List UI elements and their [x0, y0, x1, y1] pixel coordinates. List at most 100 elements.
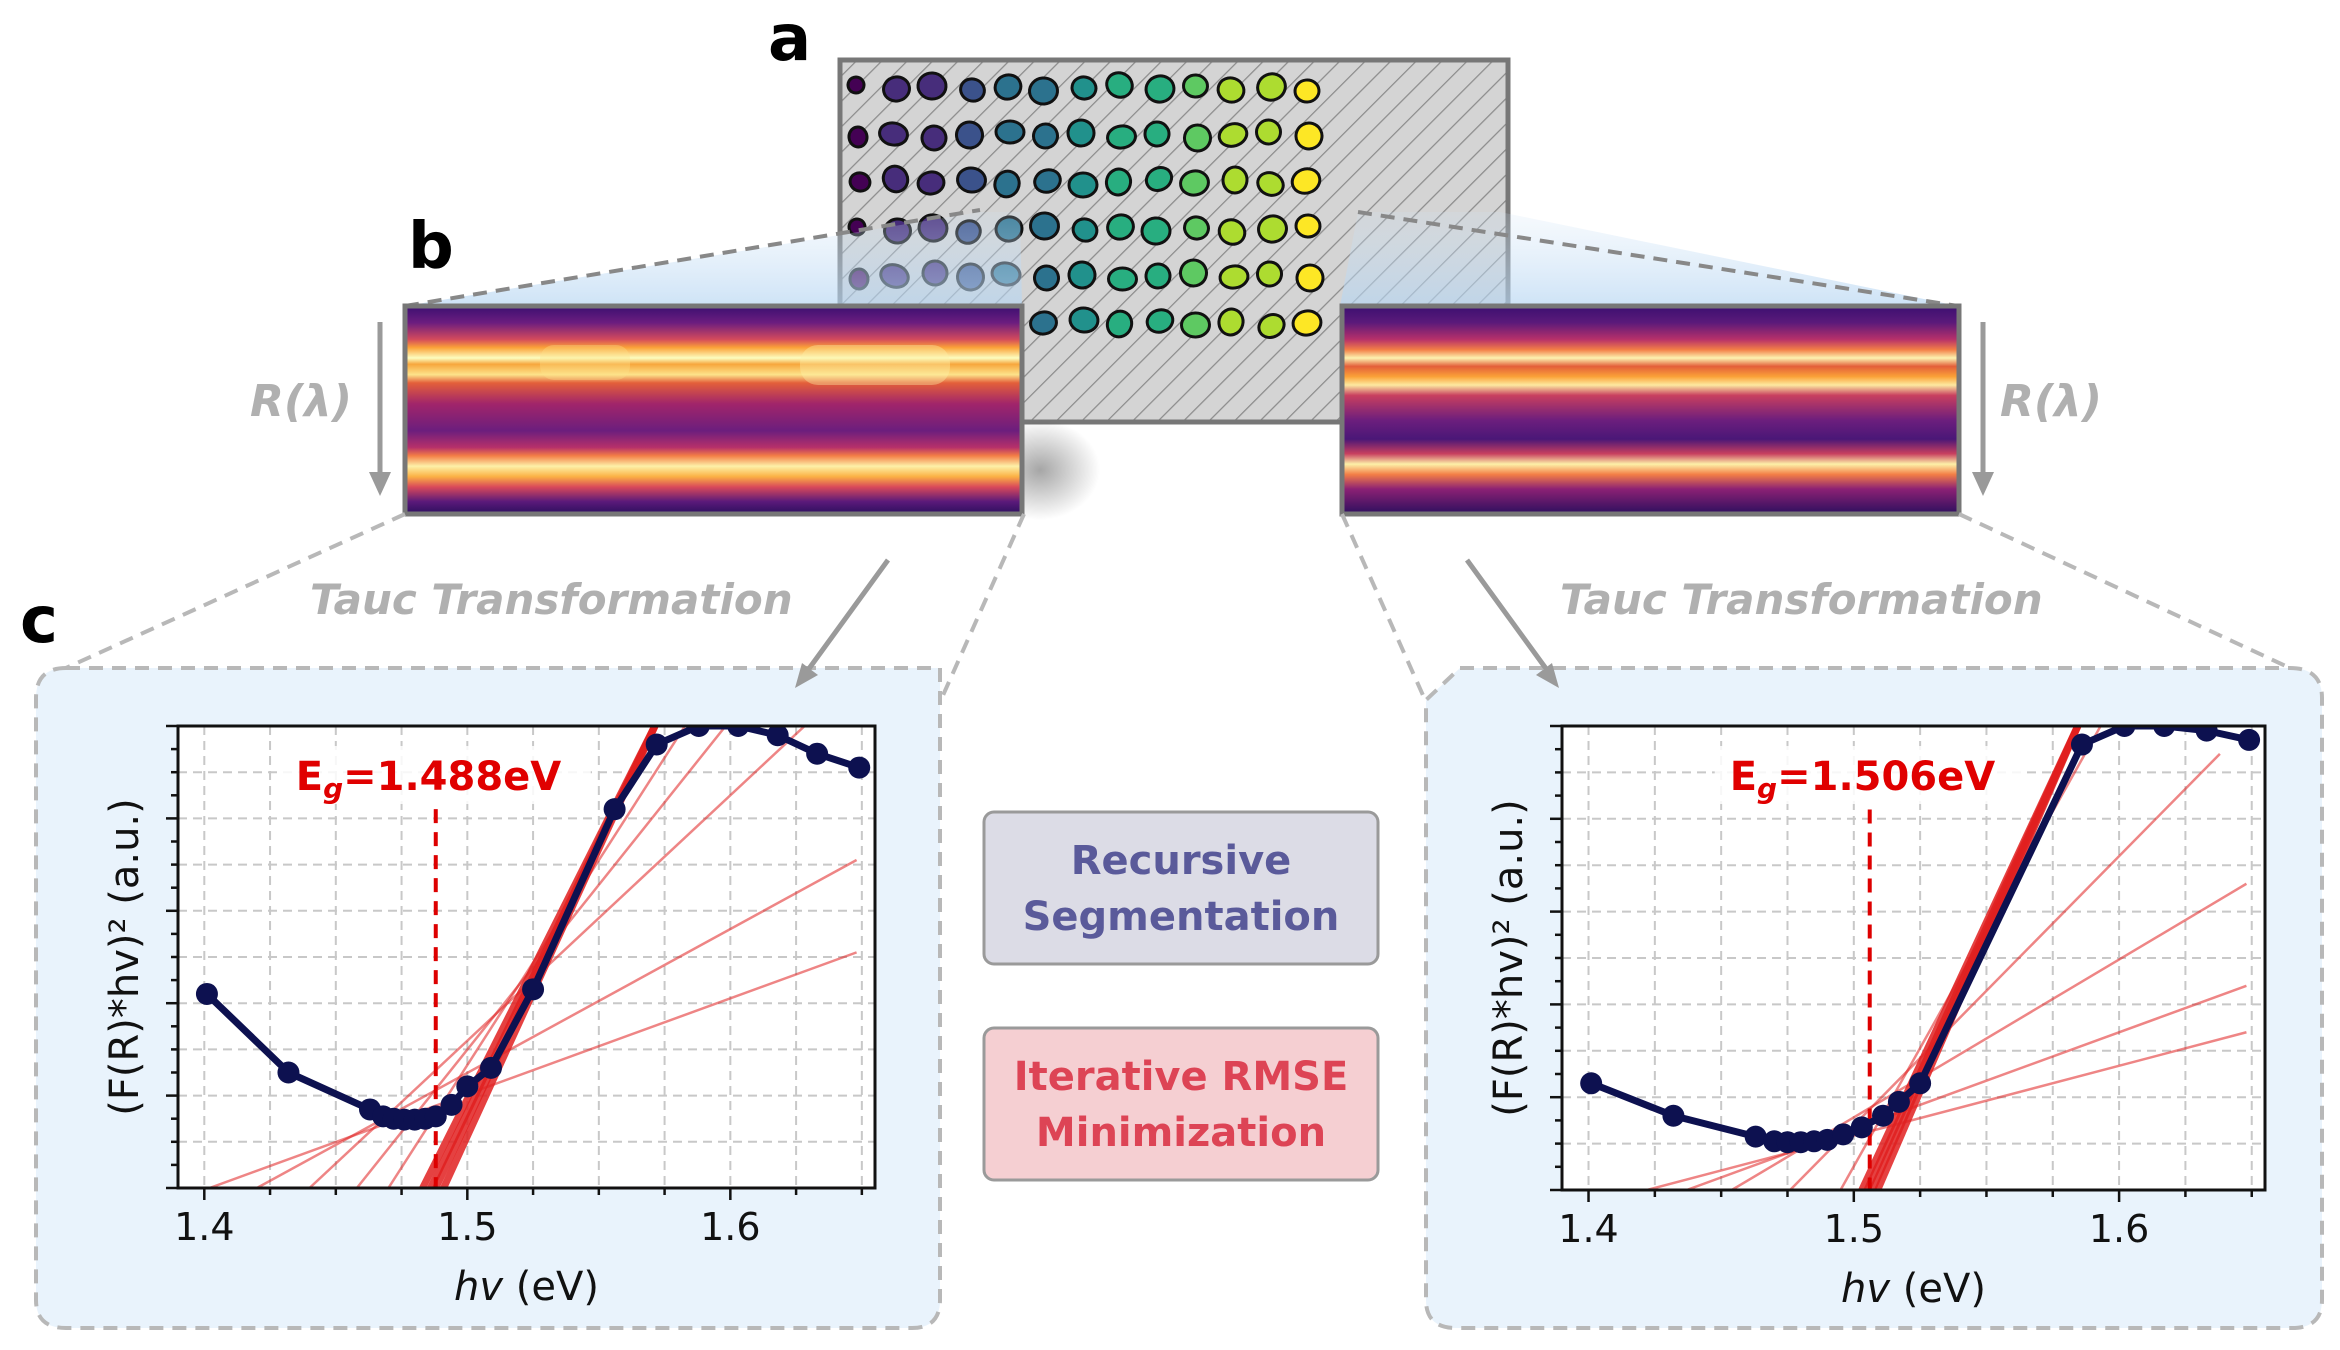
data-point — [2153, 726, 2176, 737]
droplet — [1293, 78, 1321, 104]
data-point — [2195, 726, 2218, 742]
droplet — [955, 120, 984, 150]
droplet — [1144, 166, 1174, 192]
spectral-image-right — [1339, 303, 1962, 517]
data-point — [195, 982, 218, 1005]
droplet — [1183, 123, 1212, 153]
droplet — [1067, 171, 1099, 199]
spectral-image-left — [402, 303, 1025, 517]
data-point — [1662, 1104, 1685, 1127]
y-ticks — [166, 724, 178, 1190]
rmse-box: Iterative RMSE Minimization — [982, 1026, 1380, 1182]
data-point — [456, 1075, 479, 1098]
droplet — [1145, 308, 1175, 334]
droplet — [1257, 214, 1288, 244]
rmse-label-line2: Minimization — [1036, 1110, 1326, 1156]
data-point — [806, 742, 829, 765]
data-point — [1909, 1072, 1932, 1095]
transform-arrow-left — [795, 558, 891, 688]
y-axis-label: (F(R)*hv)² (a.u.) — [102, 798, 148, 1116]
rmse-label-line1: Iterative RMSE — [1014, 1054, 1349, 1100]
x-tick-label: 1.5 — [1824, 1207, 1884, 1251]
droplet — [993, 169, 1021, 199]
droplet — [1033, 264, 1060, 292]
zoom-highlight-right — [1340, 210, 1959, 308]
data-point — [727, 726, 750, 737]
droplet — [882, 75, 911, 103]
transform-label-left: Tauc Transformation — [310, 575, 793, 624]
droplet — [1140, 216, 1172, 246]
transform-arrow-right — [1464, 558, 1559, 688]
droplet — [878, 121, 909, 147]
panel-label-c: c — [20, 584, 58, 658]
droplet — [1144, 262, 1172, 290]
droplet — [1180, 311, 1211, 339]
fit-line — [209, 951, 858, 1188]
droplet — [1295, 263, 1325, 293]
droplet — [1290, 167, 1322, 195]
droplet — [1032, 122, 1059, 150]
droplet — [1068, 306, 1100, 334]
droplet — [1106, 213, 1135, 241]
bandgap-label: Eg=1.506eV — [1730, 754, 1996, 805]
x-axis-label: hv (eV) — [454, 1264, 599, 1310]
segmentation-label-line1: Recursive — [1071, 838, 1292, 884]
transform-label-right: Tauc Transformation — [1560, 575, 2043, 624]
droplet — [994, 119, 1026, 145]
droplet — [1217, 122, 1249, 148]
data-point — [1850, 1116, 1873, 1139]
x-axis-label: hv (eV) — [1841, 1266, 1986, 1312]
data-point — [2070, 733, 2093, 756]
data-point — [603, 798, 626, 821]
droplet — [1217, 307, 1245, 337]
droplet — [1256, 260, 1283, 288]
droplet — [993, 73, 1023, 101]
droplet — [846, 75, 866, 95]
data-point — [2238, 728, 2261, 751]
droplet — [1217, 218, 1247, 246]
droplet — [1144, 74, 1176, 104]
droplet — [1294, 121, 1324, 151]
data-point — [766, 726, 789, 747]
droplet — [1183, 215, 1210, 241]
droplet — [848, 171, 872, 193]
y-axis-label: (F(R)*hv)² (a.u.) — [1486, 799, 1532, 1117]
data-point — [1744, 1125, 1767, 1148]
droplet — [1218, 264, 1250, 290]
data-point — [2113, 726, 2136, 737]
x-tick-label: 1.6 — [700, 1205, 760, 1249]
data-point — [522, 978, 545, 1001]
droplet — [1182, 73, 1209, 99]
data-point — [1871, 1104, 1894, 1127]
droplet — [881, 164, 910, 194]
data-point — [277, 1061, 300, 1084]
droplet — [1179, 258, 1208, 288]
droplet — [1067, 260, 1097, 290]
droplet — [1071, 217, 1099, 243]
y-ticks — [1550, 724, 1562, 1192]
data-point — [424, 1105, 447, 1128]
data-point — [1887, 1090, 1910, 1113]
droplet — [1256, 72, 1287, 102]
data-point — [645, 733, 668, 756]
droplet — [1066, 118, 1096, 148]
x-ticks: 1.4 1.5 1.6 — [1558, 1190, 2253, 1251]
reflectance-label-right: R(λ) — [2000, 376, 2102, 427]
droplet — [1179, 169, 1210, 197]
droplet — [1104, 167, 1133, 197]
droplet — [1256, 171, 1285, 197]
reflectance-arrow-right — [1972, 322, 1994, 496]
fit-line — [1646, 1031, 2247, 1190]
droplet — [1216, 76, 1246, 104]
droplet — [959, 77, 986, 103]
x-tick-label: 1.4 — [174, 1205, 234, 1249]
droplet — [1029, 211, 1060, 241]
data-point — [1580, 1072, 1603, 1095]
droplet — [916, 71, 948, 101]
x-tick-label: 1.5 — [437, 1205, 497, 1249]
segmentation-label-line2: Segmentation — [1023, 894, 1340, 940]
tauc-plot-right: 1.4 1.5 1.6 hv (eV) (F(R)*hv)² (a.u.) Eg=1.50… — [1486, 724, 2267, 1312]
droplet — [920, 124, 948, 152]
droplet — [1105, 71, 1134, 99]
